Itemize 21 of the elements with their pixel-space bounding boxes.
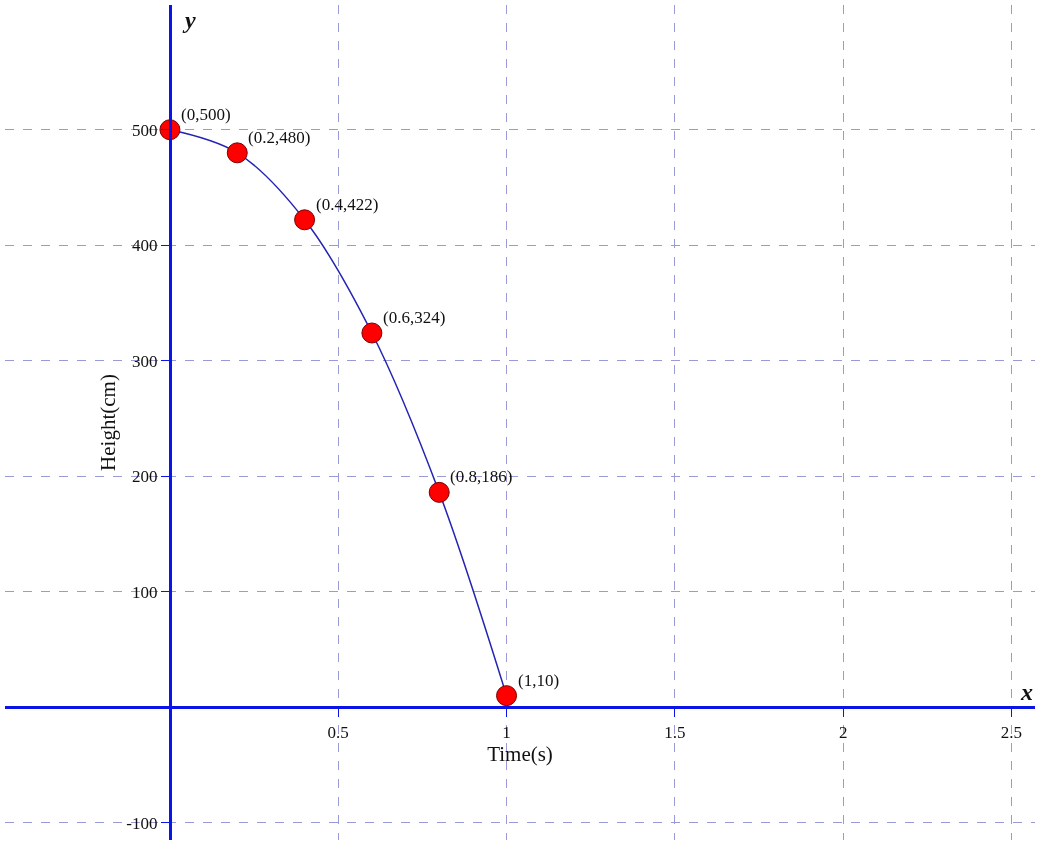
y-tick-label: 200	[132, 467, 158, 487]
y-tick-label: 300	[132, 351, 158, 371]
annotation: (0.2,480)	[248, 128, 311, 147]
x-tick-label: 1	[502, 722, 511, 742]
x-axis-title: Time(s)	[487, 741, 553, 766]
annotation: (0.8,186)	[450, 467, 513, 486]
annotation: (0.6,324)	[383, 308, 446, 327]
annotation: y	[182, 7, 196, 33]
y-tick-label: 100	[132, 582, 158, 602]
x-tick-label: 0.5	[327, 722, 349, 742]
annotation: (0.4,422)	[316, 195, 379, 214]
y-tick-label: 400	[132, 236, 158, 256]
x-tick-label: 2.5	[1000, 722, 1023, 742]
x-tick-label: 1.5	[664, 722, 686, 742]
y-axis-title: Height(cm)	[95, 374, 120, 471]
y-tick-label: -100	[126, 813, 158, 833]
x-tick-label: 2	[838, 722, 848, 742]
y-tick-label: 500	[132, 120, 158, 140]
annotation: (1,10)	[518, 671, 560, 690]
annotation: (0,500)	[181, 105, 231, 124]
annotation: x	[1020, 679, 1033, 705]
